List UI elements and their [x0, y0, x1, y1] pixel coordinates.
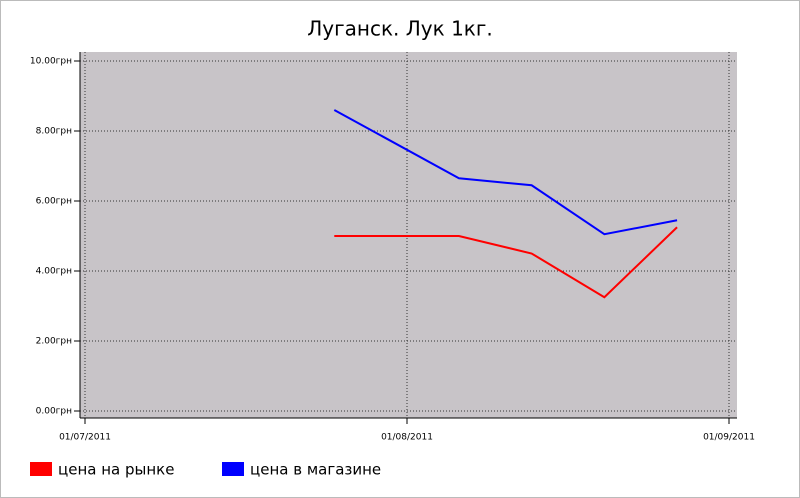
legend-label: цена в магазине: [250, 461, 381, 479]
series-line: [333, 109, 678, 236]
legend-swatch: [30, 462, 52, 476]
y-tick-label: 4.00грн: [36, 267, 72, 277]
legend-label: цена на рынке: [58, 461, 174, 479]
x-tick-label: 01/07/2011: [59, 433, 111, 443]
chart-title: Луганск. Лук 1кг.: [307, 17, 493, 41]
y-tick-label: 10.00грн: [30, 57, 72, 67]
y-tick-label: 6.00грн: [36, 197, 72, 207]
y-tick-label: 8.00грн: [36, 127, 72, 137]
y-tick-label: 2.00грн: [36, 337, 72, 347]
y-tick-label: 0.00грн: [36, 407, 72, 417]
x-tick-label: 01/08/2011: [381, 433, 433, 443]
legend-swatch: [222, 462, 244, 476]
series-line: [334, 226, 678, 299]
x-tick-label: 01/09/2011: [703, 433, 755, 443]
